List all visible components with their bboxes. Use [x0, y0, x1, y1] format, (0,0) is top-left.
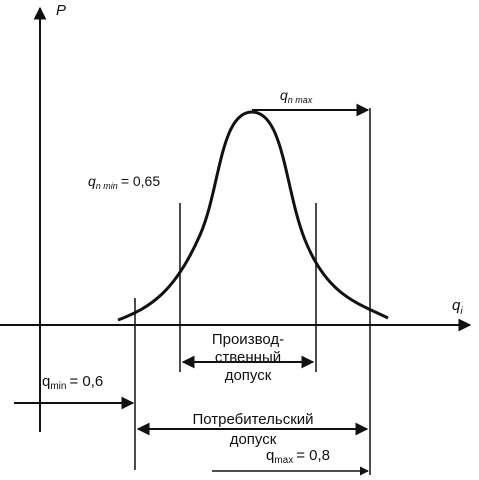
distribution-curve [117, 110, 389, 322]
production-tolerance-line-2: ственный [215, 349, 281, 366]
y-axis-label: P [56, 2, 66, 19]
x-axis-label: qi [452, 297, 463, 317]
qn-min-label: qn min = 0,65 [88, 173, 160, 191]
consumer-tolerance-line-2: допуск [230, 431, 277, 448]
x-axis-label-sub: i [460, 306, 463, 317]
q-max-label: qmax = 0,8 [266, 447, 330, 466]
production-tolerance-line-3: допуск [225, 367, 272, 384]
production-tolerance-line-1: Производ- [212, 331, 284, 348]
consumer-tolerance-line-1: Потребительский [192, 411, 313, 428]
q-min-label: qmin = 0,6 [42, 373, 103, 392]
x-axis-label-main: q [452, 297, 461, 314]
qn-max-label: qn max [280, 87, 313, 105]
